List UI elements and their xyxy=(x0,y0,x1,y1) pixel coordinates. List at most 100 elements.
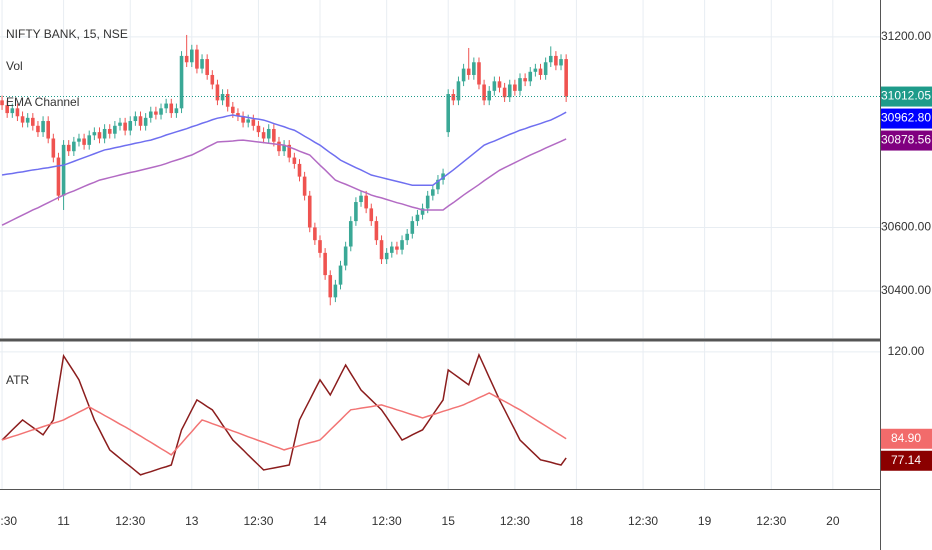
candle-body xyxy=(466,68,471,75)
candle-body xyxy=(431,189,435,196)
price-tag xyxy=(881,108,932,129)
candle-body xyxy=(241,116,245,123)
x-tick-label: 12:30 xyxy=(115,514,145,528)
price-tag-label: 84.90 xyxy=(891,431,921,445)
x-tick-label: 13 xyxy=(185,514,199,528)
candle-body xyxy=(538,68,543,75)
candle-body xyxy=(56,157,61,196)
candle-body xyxy=(159,108,163,115)
candle-body xyxy=(20,116,25,123)
candle-body xyxy=(287,144,292,158)
candle-body xyxy=(354,202,358,222)
candle-body xyxy=(215,84,220,101)
candle-body xyxy=(77,138,81,142)
price-tag-label: 77.14 xyxy=(891,453,921,467)
candle-body xyxy=(195,49,199,69)
candle-body xyxy=(461,68,466,82)
price-tag xyxy=(881,428,932,449)
candle-body xyxy=(190,49,194,63)
candle-body xyxy=(292,157,297,164)
candle-body xyxy=(410,221,415,234)
candle-body xyxy=(261,132,266,139)
candle-body xyxy=(343,246,348,266)
candle-body xyxy=(487,90,492,101)
x-tick-label: 14 xyxy=(313,514,327,528)
candle-body xyxy=(323,252,327,276)
candle-body xyxy=(66,144,71,152)
candle-body xyxy=(231,106,235,114)
price-tag-label: 30962.80 xyxy=(881,111,931,125)
candle-body xyxy=(118,122,122,126)
x-tick-label: 12:30 xyxy=(500,514,530,528)
candle-body xyxy=(451,94,456,101)
x-tick-label: 12:30 xyxy=(0,514,17,528)
candle-body xyxy=(364,195,368,209)
y-tick-label: 120.00 xyxy=(888,344,925,358)
candle-body xyxy=(113,125,117,134)
candle-body xyxy=(328,275,333,298)
candle-body xyxy=(333,284,338,298)
candle-body xyxy=(400,240,404,250)
series-line xyxy=(1,392,567,456)
price-tag-label: 30878.56 xyxy=(881,133,931,147)
candle-body xyxy=(236,113,240,117)
candle-body xyxy=(143,117,148,126)
candle-body xyxy=(425,195,430,209)
price-tags: 31012.05 30962.80 30878.56 84.90 77.14 xyxy=(881,86,932,471)
candle-body xyxy=(379,240,384,260)
price-tag-label: 31012.05 xyxy=(881,89,931,103)
candle-body xyxy=(5,105,9,114)
candle-body xyxy=(338,265,343,285)
candle-body xyxy=(441,173,445,180)
candle-body xyxy=(492,81,497,91)
candle-body xyxy=(41,121,45,133)
candle-body xyxy=(220,94,225,101)
candle-body xyxy=(543,62,548,75)
candle-body xyxy=(128,121,133,131)
price-tag xyxy=(881,450,932,471)
candle-body xyxy=(390,246,394,253)
candle-body xyxy=(528,71,533,82)
candle-body xyxy=(272,128,276,142)
candle-body xyxy=(10,108,15,114)
candle-body xyxy=(472,62,476,75)
marks: 12:30 11 12:30 13 12:30 14 12:30 15 12:30 18 12:30… xyxy=(0,29,931,528)
candle-body xyxy=(87,135,92,145)
candle-body xyxy=(184,55,189,63)
candle-body xyxy=(107,128,112,134)
candle-body xyxy=(225,94,230,107)
indicator-label: ATR xyxy=(6,373,29,387)
candle-body xyxy=(205,59,209,75)
candle-body xyxy=(138,116,143,126)
candle-body xyxy=(148,111,153,118)
candle-body xyxy=(369,208,374,222)
candle-body xyxy=(179,55,184,109)
candle-body xyxy=(374,221,379,241)
x-tick-label: 20 xyxy=(826,514,840,528)
candle-body xyxy=(384,252,389,260)
candle-body xyxy=(395,246,399,250)
candle-body xyxy=(318,240,322,253)
grid xyxy=(0,0,880,489)
candle-body xyxy=(277,141,281,152)
candle-body xyxy=(477,62,481,85)
candle-body xyxy=(72,141,76,152)
candle-body xyxy=(102,128,107,139)
indicator-label: Vol xyxy=(6,59,23,73)
y-tick-label: 31200.00 xyxy=(881,29,931,43)
candle-body xyxy=(415,214,420,222)
x-tick-label: 18 xyxy=(570,514,584,528)
candle-body xyxy=(169,103,174,114)
candle-body xyxy=(497,81,502,88)
candle-body xyxy=(405,233,409,241)
candle-body xyxy=(297,163,302,177)
candle-body xyxy=(446,94,450,133)
candle-body xyxy=(533,68,538,72)
candle-body xyxy=(82,138,86,145)
indicator-label: EMA Channel xyxy=(6,95,79,109)
candle-body xyxy=(502,87,507,98)
candle-body xyxy=(307,195,312,228)
candle-body xyxy=(25,117,30,123)
candle-body xyxy=(313,227,317,241)
x-tick-label: 12:30 xyxy=(243,514,273,528)
